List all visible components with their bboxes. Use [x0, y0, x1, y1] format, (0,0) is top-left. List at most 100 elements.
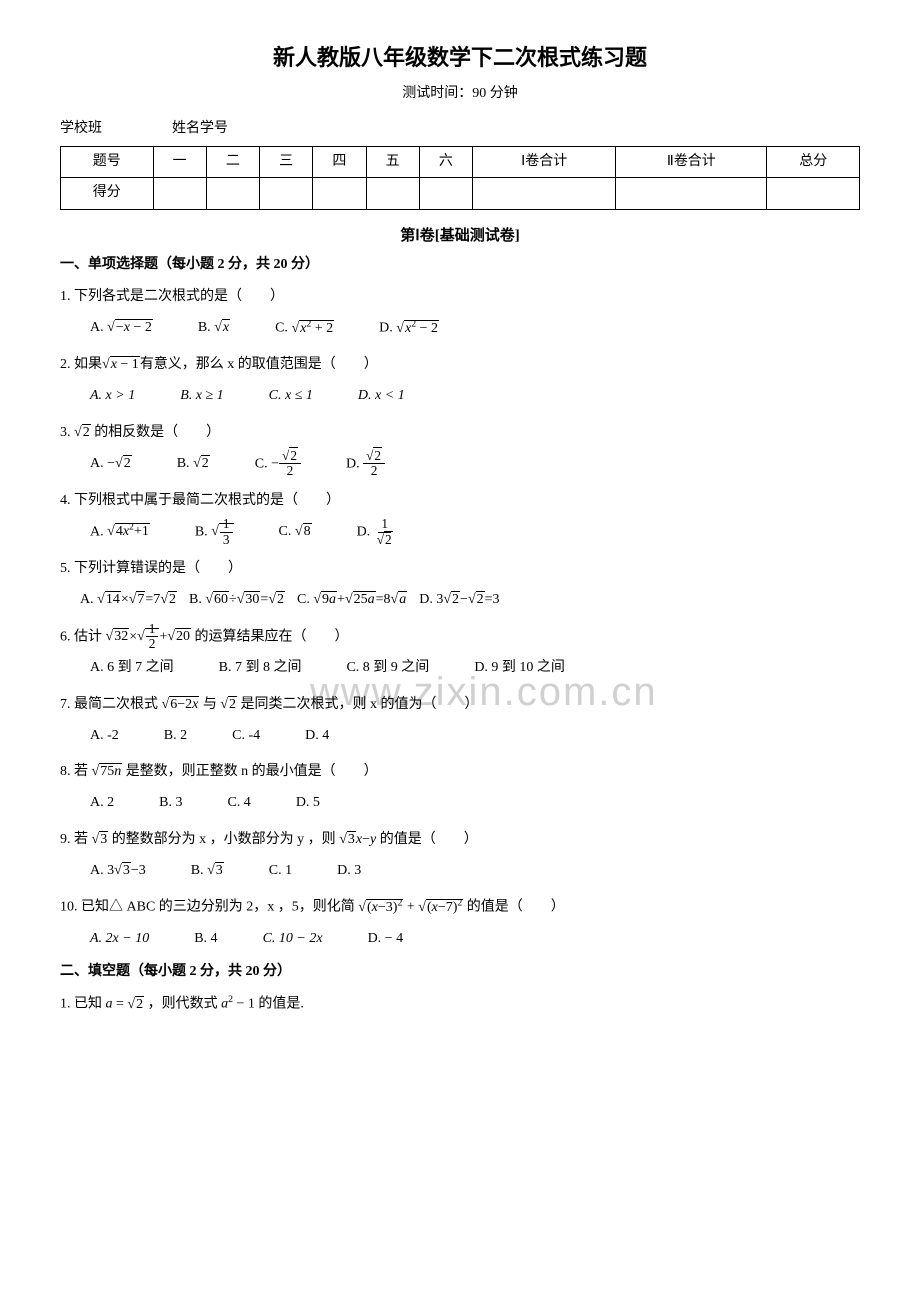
fill-1: 1. 已知 a = 2 ，则代数式 a2 − 1 的值是.	[60, 989, 860, 1020]
table-cell	[260, 178, 313, 209]
table-cell: 六	[419, 146, 472, 177]
table-cell: Ⅱ卷合计	[616, 146, 767, 177]
q4-optD: D. 12	[357, 517, 396, 548]
table-cell: 三	[260, 146, 313, 177]
f1-text3: 的值是.	[258, 997, 304, 1012]
table-cell	[366, 178, 419, 209]
q1-optB: B. x	[198, 313, 230, 344]
q10-optC: C. 10 − 2x	[263, 924, 323, 955]
table-cell	[473, 178, 616, 209]
question-3: 3. 2 的相反数是（ ） A. −2 B. 2 C. −22 D. 22	[60, 418, 860, 480]
f1-text: 1. 已知	[60, 997, 102, 1012]
q6-optD: D. 9 到 10 之间	[474, 653, 565, 684]
q6-optC: C. 8 到 9 之间	[346, 653, 429, 684]
q1-optD: D. x2 − 2	[379, 313, 439, 344]
q9-optC: C. 1	[269, 856, 292, 887]
q4-options: A. 4x2+1 B. 13 C. 8 D. 12	[60, 517, 860, 548]
q7-optB: B. 2	[164, 721, 187, 752]
q7-text: 7. 最简二次根式	[60, 697, 158, 712]
q9-text: 9. 若	[60, 832, 88, 847]
q4-text: 4. 下列根式中属于最简二次根式的是（ ）	[60, 493, 340, 508]
q6-text2: 的运算结果应在（ ）	[195, 629, 349, 644]
f1-text2: ，则代数式	[148, 997, 218, 1012]
question-4: 4. 下列根式中属于最简二次根式的是（ ） A. 4x2+1 B. 13 C. …	[60, 486, 860, 548]
table-cell: 题号	[61, 146, 154, 177]
q7-optA: A. -2	[90, 721, 119, 752]
subtitle: 测试时间：90 分钟	[60, 83, 860, 105]
table-cell	[206, 178, 259, 209]
q5-text: 5. 下列计算错误的是（ ）	[60, 561, 242, 576]
table-cell: 四	[313, 146, 366, 177]
q5-optB: B. 60÷30=2	[189, 585, 285, 616]
section-header: 第Ⅰ卷[基础测试卷]	[60, 224, 860, 248]
q3-text: 3.	[60, 425, 71, 440]
q8-text: 8. 若	[60, 764, 88, 779]
q2-optB: B. x ≥ 1	[180, 381, 223, 412]
q3-optD: D. 22	[346, 449, 385, 480]
q1-text: 1. 下列各式是二次根式的是（ ）	[60, 289, 284, 304]
q8-text2: 是整数，则正整数 n 的最小值是（ ）	[126, 764, 378, 779]
page-title: 新人教版八年级数学下二次根式练习题	[60, 40, 860, 75]
question-10: 10. 已知△ ABC 的三边分别为 2，x ，5，则化简 (x−3)2 + (…	[60, 892, 860, 954]
q7-optC: C. -4	[232, 721, 260, 752]
q3-text2: 的相反数是（ ）	[94, 425, 220, 440]
q2-text2: 有意义，那么 x 的取值范围是（ ）	[140, 357, 378, 372]
table-cell: 二	[206, 146, 259, 177]
table-cell: 得分	[61, 178, 154, 209]
q1-optC: C. x2 + 2	[275, 313, 334, 344]
table-cell: 总分	[767, 146, 860, 177]
table-cell	[767, 178, 860, 209]
q8-optA: A. 2	[90, 788, 114, 819]
q8-options: A. 2 B. 3 C. 4 D. 5	[60, 788, 860, 819]
score-table: 题号 一 二 三 四 五 六 Ⅰ卷合计 Ⅱ卷合计 总分 得分	[60, 146, 860, 210]
q4-optB: B. 13	[195, 517, 234, 548]
q2-optA: A. x > 1	[90, 381, 135, 412]
q10-optB: B. 4	[194, 924, 217, 955]
q6-optA: A. 6 到 7 之间	[90, 653, 174, 684]
section1-title: 一、单项选择题（每小题 2 分，共 20 分）	[60, 254, 860, 276]
question-5: 5. 下列计算错误的是（ ） A. 14×7=72 B. 60÷30=2 C. …	[60, 554, 860, 616]
table-row: 题号 一 二 三 四 五 六 Ⅰ卷合计 Ⅱ卷合计 总分	[61, 146, 860, 177]
q6-text: 6. 估计	[60, 629, 102, 644]
q8-optB: B. 3	[159, 788, 182, 819]
q9-text2: 的整数部分为 x ，小数部分为 y ，则	[112, 832, 336, 847]
q8-optC: C. 4	[227, 788, 250, 819]
q5-optC: C. 9a+25a=8a	[297, 585, 407, 616]
q7-options: A. -2 B. 2 C. -4 D. 4	[60, 721, 860, 752]
q2-text: 2. 如果	[60, 357, 102, 372]
q7-text2: 与	[203, 697, 217, 712]
q10-text2: 的值是（ ）	[467, 900, 565, 915]
q10-options: A. 2x − 10 B. 4 C. 10 − 2x D. − 4	[60, 924, 860, 955]
question-6: 6. 估计 32×12+20 的运算结果应在（ ） A. 6 到 7 之间 B.…	[60, 622, 860, 684]
q7-optD: D. 4	[305, 721, 329, 752]
q2-optD: D. x < 1	[358, 381, 405, 412]
q8-optD: D. 5	[296, 788, 320, 819]
page-container: www.zixin.com.cn 新人教版八年级数学下二次根式练习题 测试时间：…	[60, 40, 860, 1021]
q6-optB: B. 7 到 8 之间	[219, 653, 302, 684]
table-row: 得分	[61, 178, 860, 209]
q2-optC: C. x ≤ 1	[269, 381, 313, 412]
table-cell: Ⅰ卷合计	[473, 146, 616, 177]
q9-text3: 的值是（ ）	[380, 832, 478, 847]
q1-optA: A. −x − 2	[90, 313, 153, 344]
q9-optA: A. 33−3	[90, 856, 146, 887]
q9-optB: B. 3	[191, 856, 224, 887]
q3-optC: C. −22	[255, 449, 301, 480]
q3-optA: A. −2	[90, 449, 132, 480]
q10-optA: A. 2x − 10	[90, 924, 149, 955]
q4-optC: C. 8	[279, 517, 312, 548]
info-line: 学校班 姓名学号	[60, 118, 860, 140]
question-7: 7. 最简二次根式 6−2x 与 2 是同类二次根式，则 x 的值为（ ） A.…	[60, 690, 860, 752]
question-1: 1. 下列各式是二次根式的是（ ） A. −x − 2 B. x C. x2 +…	[60, 282, 860, 344]
question-9: 9. 若 3 的整数部分为 x ，小数部分为 y ，则 3x−y 的值是（ ） …	[60, 825, 860, 887]
table-cell: 五	[366, 146, 419, 177]
q4-optA: A. 4x2+1	[90, 517, 150, 548]
section2-title: 二、填空题（每小题 2 分，共 20 分）	[60, 961, 860, 983]
q2-options: A. x > 1 B. x ≥ 1 C. x ≤ 1 D. x < 1	[60, 381, 860, 412]
q9-options: A. 33−3 B. 3 C. 1 D. 3	[60, 856, 860, 887]
q6-options: A. 6 到 7 之间 B. 7 到 8 之间 C. 8 到 9 之间 D. 9…	[60, 653, 860, 684]
question-2: 2. 如果x − 1有意义，那么 x 的取值范围是（ ） A. x > 1 B.…	[60, 350, 860, 412]
q9-optD: D. 3	[337, 856, 361, 887]
q5-options: A. 14×7=72 B. 60÷30=2 C. 9a+25a=8a D. 32…	[60, 585, 860, 616]
q5-optA: A. 14×7=72	[80, 585, 177, 616]
